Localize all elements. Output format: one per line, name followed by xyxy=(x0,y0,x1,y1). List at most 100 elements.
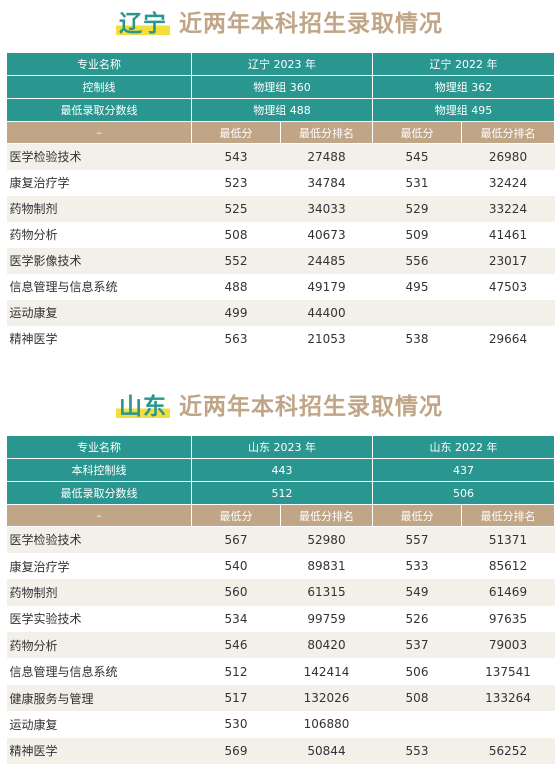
rank-2022: 133264 xyxy=(461,684,555,712)
score-2023: 512 xyxy=(191,658,281,685)
rank-2022: 79003 xyxy=(461,632,555,659)
major-name: 运动康复 xyxy=(6,711,192,738)
admission-table-shandong: 专业名称 山东 2023 年 山东 2022 年 本科控制线 443 437 最… xyxy=(6,435,555,765)
minline-2023: 512 xyxy=(191,481,373,505)
score-2022: 545 xyxy=(372,143,462,170)
min-score-header: 最低分 xyxy=(372,121,462,144)
score-2022: 537 xyxy=(372,632,462,659)
header-row-years: 专业名称 山东 2023 年 山东 2022 年 xyxy=(6,435,555,459)
table-row: 康复治疗学 523 34784 531 32424 xyxy=(6,169,555,196)
score-2022: 538 xyxy=(372,325,462,352)
major-name: 信息管理与信息系统 xyxy=(6,273,192,300)
table-row: 药物制剂 560 61315 549 61469 xyxy=(6,579,555,606)
rank-2023: 34784 xyxy=(280,169,373,196)
rank-2023: 142414 xyxy=(280,658,373,685)
major-name: 康复治疗学 xyxy=(6,169,192,196)
column-header-row: – 最低分 最低分排名 最低分 最低分排名 xyxy=(6,504,555,527)
minline-label: 最低录取分数线 xyxy=(6,98,192,122)
score-2023: 560 xyxy=(191,579,281,606)
score-2022: 508 xyxy=(372,684,462,712)
min-score-header: 最低分 xyxy=(191,504,281,527)
section-title-liaoning: 辽宁 近两年本科招生录取情况 xyxy=(0,4,559,38)
table-row: 信息管理与信息系统 488 49179 495 47503 xyxy=(6,273,555,300)
rank-2023: 99759 xyxy=(280,605,373,633)
table-row: 健康服务与管理 517 132026 508 133264 xyxy=(6,684,555,712)
minline-label: 最低录取分数线 xyxy=(6,481,192,505)
min-rank-header: 最低分排名 xyxy=(461,504,555,527)
control-2023: 物理组 360 xyxy=(191,75,373,99)
dash-cell: – xyxy=(6,504,192,527)
major-name: 精神医学 xyxy=(6,737,192,765)
rank-2023: 80420 xyxy=(280,632,373,659)
minline-2022: 物理组 495 xyxy=(372,98,555,122)
score-2022: 556 xyxy=(372,247,462,274)
score-2022: 509 xyxy=(372,221,462,248)
score-2023: 552 xyxy=(191,247,281,274)
header-row-years: 专业名称 辽宁 2023 年 辽宁 2022 年 xyxy=(6,52,555,76)
table-row: 康复治疗学 540 89831 533 85612 xyxy=(6,552,555,580)
major-name: 医学检验技术 xyxy=(6,143,192,170)
score-2022 xyxy=(372,711,462,738)
score-2023: 508 xyxy=(191,221,281,248)
rank-2022 xyxy=(461,299,555,326)
score-2022: 553 xyxy=(372,737,462,765)
rank-2022: 41461 xyxy=(461,221,555,248)
rank-2023: 50844 xyxy=(280,737,373,765)
score-2022: 531 xyxy=(372,169,462,196)
province-name: 辽宁 xyxy=(115,11,170,37)
score-2023: 534 xyxy=(191,605,281,633)
title-text: 近两年本科招生录取情况 xyxy=(179,394,443,420)
control-2023: 443 xyxy=(191,458,373,482)
major-name: 药物制剂 xyxy=(6,579,192,606)
score-2023: 567 xyxy=(191,526,281,553)
admission-table-liaoning: 专业名称 辽宁 2023 年 辽宁 2022 年 控制线 物理组 360 物理组… xyxy=(6,52,555,352)
major-name: 信息管理与信息系统 xyxy=(6,658,192,685)
major-name: 药物制剂 xyxy=(6,195,192,222)
rank-2022: 97635 xyxy=(461,605,555,633)
table-row: 医学检验技术 567 52980 557 51371 xyxy=(6,526,555,553)
header-row-control: 控制线 物理组 360 物理组 362 xyxy=(6,75,555,99)
rank-2023: 21053 xyxy=(280,325,373,352)
score-2023: 540 xyxy=(191,552,281,580)
control-label: 本科控制线 xyxy=(6,458,192,482)
table-row: 运动康复 499 44400 xyxy=(6,299,555,326)
table-row: 精神医学 563 21053 538 29664 xyxy=(6,325,555,352)
year-2022: 辽宁 2022 年 xyxy=(372,52,555,76)
rank-2022: 137541 xyxy=(461,658,555,685)
minline-2022: 506 xyxy=(372,481,555,505)
major-label: 专业名称 xyxy=(6,435,192,459)
table-row: 运动康复 530 106880 xyxy=(6,711,555,738)
rank-2023: 27488 xyxy=(280,143,373,170)
major-name: 康复治疗学 xyxy=(6,552,192,580)
rank-2023: 52980 xyxy=(280,526,373,553)
table-row: 药物分析 508 40673 509 41461 xyxy=(6,221,555,248)
table-row: 药物分析 546 80420 537 79003 xyxy=(6,632,555,659)
major-name: 医学检验技术 xyxy=(6,526,192,553)
column-header-row: – 最低分 最低分排名 最低分 最低分排名 xyxy=(6,121,555,144)
rank-2023: 89831 xyxy=(280,552,373,580)
score-2022: 529 xyxy=(372,195,462,222)
rank-2023: 24485 xyxy=(280,247,373,274)
score-2023: 523 xyxy=(191,169,281,196)
score-2023: 499 xyxy=(191,299,281,326)
score-2023: 569 xyxy=(191,737,281,765)
year-2023: 山东 2023 年 xyxy=(191,435,373,459)
score-2023: 563 xyxy=(191,325,281,352)
rank-2022: 61469 xyxy=(461,579,555,606)
rank-2023: 132026 xyxy=(280,684,373,712)
rank-2022: 29664 xyxy=(461,325,555,352)
score-2022: 495 xyxy=(372,273,462,300)
score-2022: 506 xyxy=(372,658,462,685)
score-2023: 546 xyxy=(191,632,281,659)
min-rank-header: 最低分排名 xyxy=(461,121,555,144)
rank-2023: 44400 xyxy=(280,299,373,326)
title-text: 近两年本科招生录取情况 xyxy=(179,11,443,37)
score-2023: 517 xyxy=(191,684,281,712)
control-2022: 物理组 362 xyxy=(372,75,555,99)
major-label: 专业名称 xyxy=(6,52,192,76)
major-name: 运动康复 xyxy=(6,299,192,326)
table-row: 精神医学 569 50844 553 56252 xyxy=(6,737,555,765)
score-2023: 488 xyxy=(191,273,281,300)
score-2022: 526 xyxy=(372,605,462,633)
year-2022: 山东 2022 年 xyxy=(372,435,555,459)
